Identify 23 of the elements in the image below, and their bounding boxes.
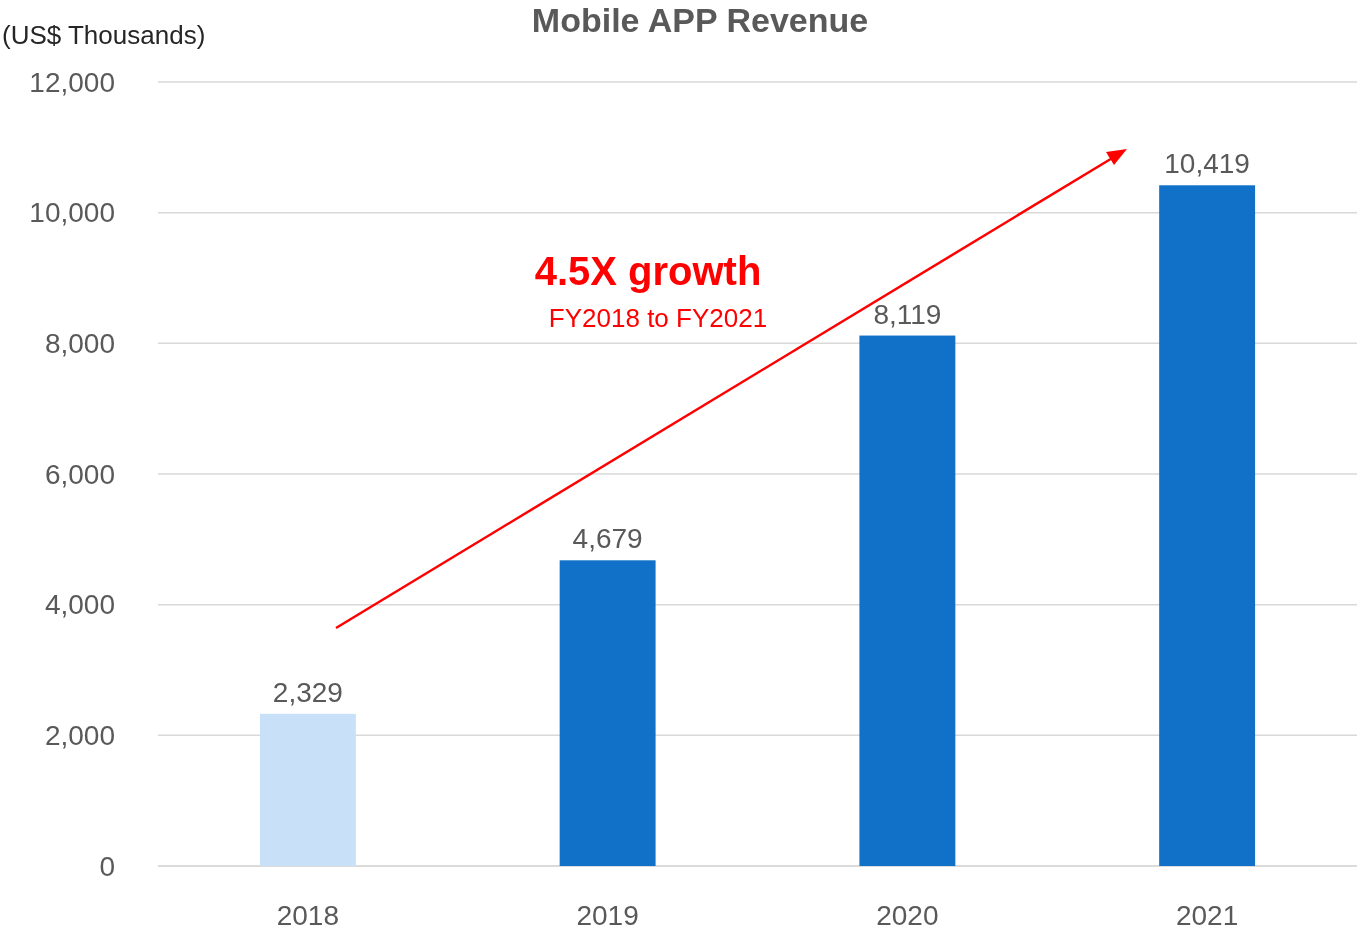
chart-title: Mobile APP Revenue	[531, 1, 869, 39]
y-tick-label: 4,000	[44, 589, 115, 621]
y-tick-label: 10,000	[29, 197, 115, 229]
data-label: 8,119	[873, 298, 942, 330]
y-tick-label: 0	[99, 850, 115, 882]
bar	[559, 560, 656, 866]
bar	[259, 713, 356, 866]
y-tick-label: 8,000	[44, 328, 115, 360]
data-label: 10,419	[1164, 148, 1250, 180]
annotation: 4.5X growth	[534, 249, 762, 293]
y-tick-label: 6,000	[44, 458, 115, 490]
bar	[859, 335, 956, 866]
y-tick-label: 12,000	[29, 66, 115, 98]
x-tick-label: 2019	[576, 900, 639, 930]
y-axis-title: (US$ Thousands)	[2, 20, 206, 50]
x-tick-label: 2021	[1175, 900, 1239, 930]
x-tick-label: 2020	[876, 900, 939, 930]
x-tick-label: 2018	[276, 900, 340, 930]
data-label: 4,679	[572, 523, 643, 555]
y-tick-label: 2,000	[44, 720, 115, 752]
data-label: 2,329	[272, 676, 343, 708]
annotation: FY2018 to FY2021	[548, 303, 768, 333]
bar	[1159, 185, 1256, 866]
